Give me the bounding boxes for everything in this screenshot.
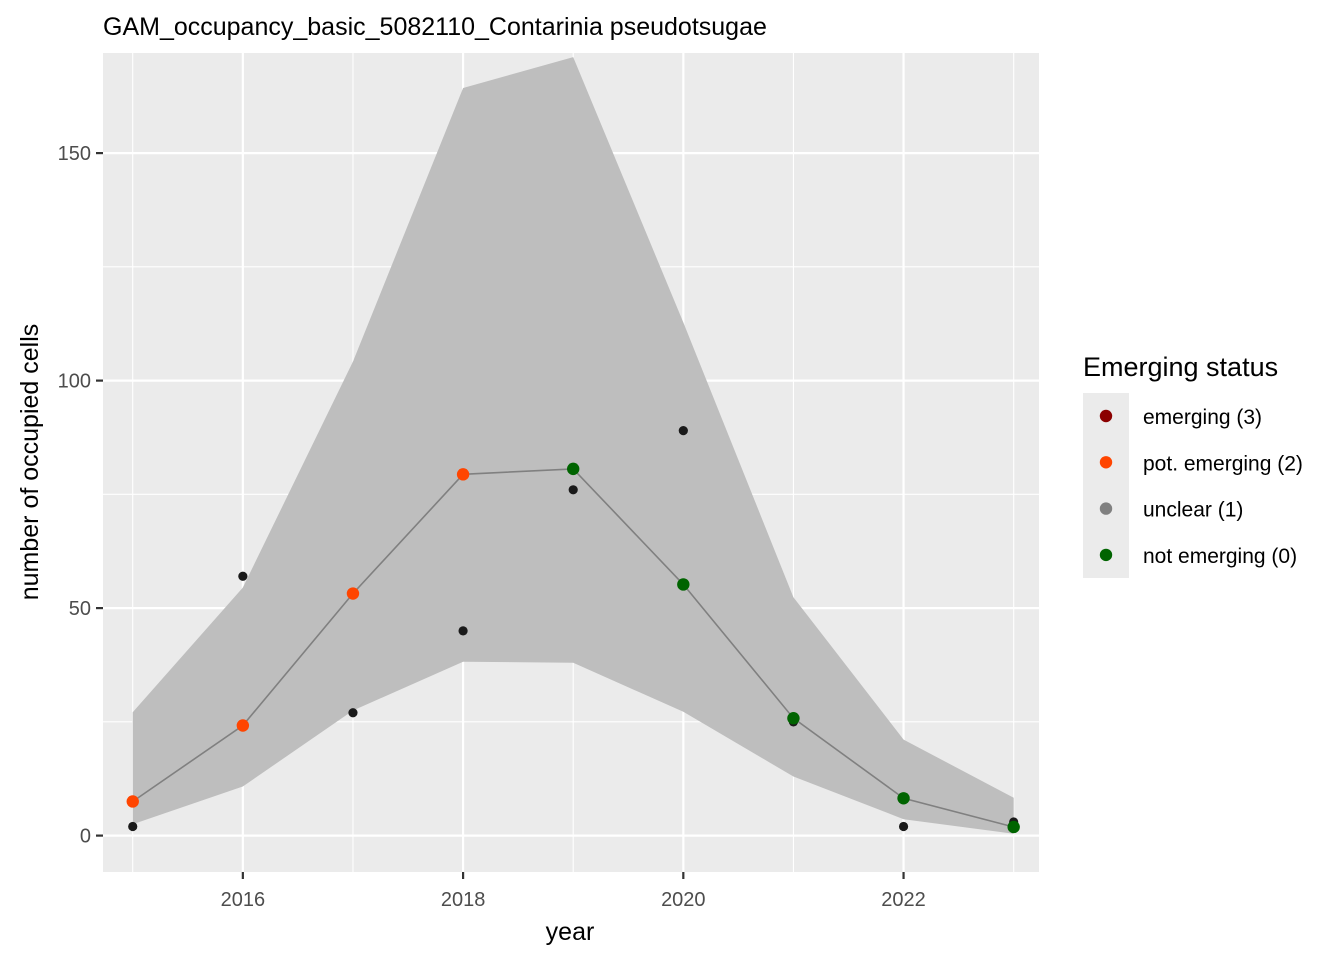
fitted-point — [677, 578, 690, 591]
confidence-ribbon — [132, 57, 1014, 834]
fitted-point — [567, 462, 580, 476]
fitted-point — [787, 712, 800, 725]
legend-label: not emerging (0) — [1143, 545, 1297, 568]
y-tick-label: 150 — [58, 143, 91, 165]
x-tick-label: 2016 — [221, 889, 266, 911]
observed-point — [898, 821, 909, 832]
legend-key-background — [1083, 393, 1129, 578]
confidence-band — [132, 57, 1014, 834]
x-axis-title: year — [546, 918, 595, 946]
legend-key — [1099, 456, 1113, 469]
x-tick-label: 2018 — [441, 889, 486, 911]
y-axis-title: number of occupied cells — [16, 324, 44, 601]
fitted-point — [346, 587, 360, 600]
legend-title: Emerging status — [1083, 352, 1278, 382]
observed-point — [568, 485, 578, 495]
legend-label: unclear (1) — [1143, 499, 1243, 522]
y-tick-label: 50 — [69, 598, 91, 620]
y-tick-label: 100 — [58, 371, 91, 393]
y-axis: 0 50 100 150 — [58, 143, 103, 848]
legend-key — [1099, 409, 1113, 423]
legend-key — [1099, 502, 1113, 515]
legend: Emerging status emerging (3) pot. emergin… — [1083, 352, 1303, 578]
legend-label: emerging (3) — [1143, 406, 1262, 429]
observed-point — [458, 626, 468, 636]
fitted-points — [126, 462, 1020, 834]
fitted-point — [897, 792, 910, 805]
chart-title: GAM_occupancy_basic_5082110_Contarinia p… — [103, 13, 767, 41]
x-axis: 2016 2018 2020 2022 — [221, 872, 926, 911]
fitted-point — [236, 719, 250, 732]
observed-point — [678, 426, 688, 436]
legend-label: pot. emerging (2) — [1143, 452, 1303, 475]
fitted-point — [456, 468, 470, 481]
observed-point — [238, 571, 248, 581]
observed-point — [128, 821, 138, 832]
fitted-point — [1007, 820, 1020, 834]
y-tick-label: 0 — [80, 826, 91, 848]
fitted-point — [126, 795, 139, 808]
observed-points — [128, 426, 1019, 832]
legend-key — [1099, 548, 1113, 562]
x-tick-label: 2020 — [661, 889, 706, 911]
x-tick-label: 2022 — [881, 889, 926, 911]
observed-point — [348, 708, 358, 718]
